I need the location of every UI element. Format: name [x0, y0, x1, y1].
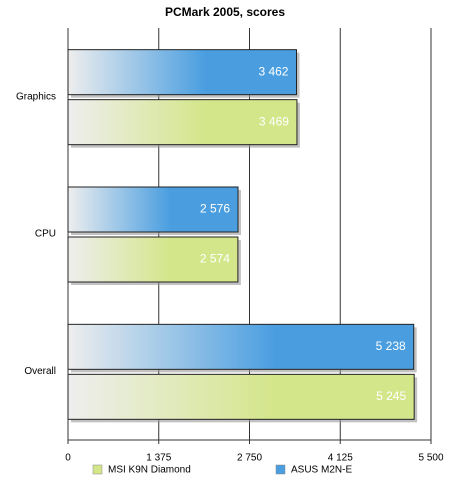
value-label: 2 574	[200, 252, 230, 266]
y-tick-label: Graphics	[16, 91, 56, 102]
bar	[67, 99, 298, 146]
x-tick-label: 2 750	[237, 453, 262, 464]
y-tick-label: Overall	[24, 366, 56, 377]
x-tick-label: 0	[65, 453, 71, 464]
value-label: 5 245	[376, 389, 406, 403]
x-tick-label: 4 125	[328, 453, 353, 464]
bar	[67, 186, 239, 233]
bar	[67, 323, 415, 370]
bar	[67, 236, 239, 283]
legend-label: ASUS M2N-E	[291, 465, 352, 476]
x-tick-label: 5 500	[418, 453, 443, 464]
value-label: 3 462	[258, 64, 288, 78]
legend-swatch	[92, 464, 103, 475]
bar	[67, 49, 297, 96]
legend-label: MSI K9N Diamond	[108, 465, 191, 476]
value-label: 3 469	[259, 114, 289, 128]
y-tick-label: CPU	[35, 229, 56, 240]
x-tick-label: 1 375	[146, 453, 171, 464]
value-label: 5 238	[376, 339, 406, 353]
bar	[67, 373, 415, 420]
chart-title: PCMark 2005, scores	[165, 5, 285, 19]
legend-swatch	[275, 464, 286, 475]
value-label: 2 576	[200, 202, 230, 216]
